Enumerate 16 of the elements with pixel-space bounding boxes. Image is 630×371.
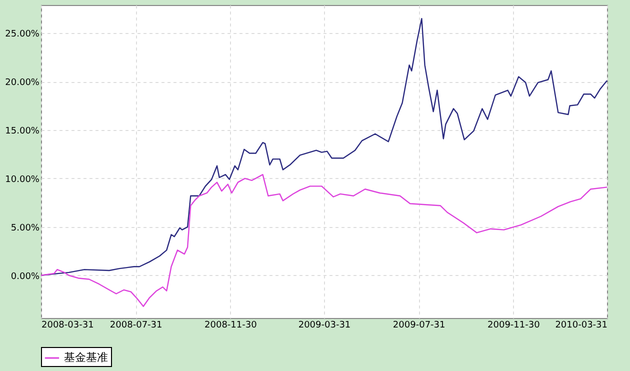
y-tick-label: 20.00% <box>5 78 40 88</box>
y-tick-label: 15.00% <box>5 126 40 137</box>
x-tick-label: 2009-03-31 <box>298 320 351 330</box>
x-tick-label: 2008-07-31 <box>110 320 162 330</box>
x-tick-label: 2010-03-31 <box>555 320 608 330</box>
x-tick-label: 2009-11-30 <box>488 320 540 330</box>
x-tick-label: 2009-07-31 <box>392 320 446 330</box>
y-tick-label: 10.00% <box>5 174 40 185</box>
line-series <box>40 174 608 307</box>
x-tick-label: 2008-11-30 <box>204 320 258 330</box>
legend-label: 基金基准 <box>64 351 108 364</box>
y-tick-label: 25.00% <box>5 30 40 40</box>
y-tick-label: 5.00% <box>10 223 40 234</box>
y-tick-label: 0.00% <box>10 272 40 282</box>
line-series <box>40 18 608 276</box>
x-tick-label: 2008-03-31 <box>42 320 94 330</box>
